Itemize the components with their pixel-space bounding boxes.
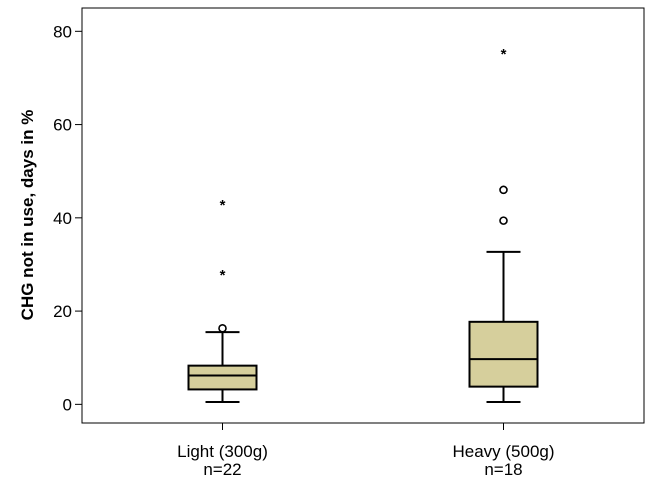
x-axis: Light (300g)n=22 Heavy (500g)n=18 xyxy=(177,423,555,479)
y-tick-label-80: 80 xyxy=(53,22,72,41)
outlier-point-1 xyxy=(218,324,227,333)
extreme-point-1: * xyxy=(501,46,507,63)
y-tick-label-40: 40 xyxy=(53,209,72,228)
extreme-point-1: * xyxy=(220,267,226,284)
outlier-point-1 xyxy=(499,216,508,225)
x-category-n-label-1: n=22 xyxy=(203,460,241,479)
plot-frame xyxy=(81,7,645,424)
y-axis-title: CHG not in use, days in % xyxy=(18,110,37,321)
box-groups: *** xyxy=(187,46,539,404)
box-group-1: ** xyxy=(187,197,258,404)
y-tick-label-20: 20 xyxy=(53,302,72,321)
y-tick-label-60: 60 xyxy=(53,116,72,135)
x-category-label-1: Light (300g) xyxy=(177,442,268,461)
iqr-box xyxy=(187,364,258,391)
extreme-point-2: * xyxy=(220,197,226,214)
x-category-label-2: Heavy (500g) xyxy=(452,442,554,461)
x-category-n-label-2: n=18 xyxy=(484,460,522,479)
box-group-2: * xyxy=(468,46,539,404)
y-tick-label-0: 0 xyxy=(63,395,72,414)
outlier-point-2 xyxy=(499,185,508,195)
iqr-box xyxy=(468,320,539,388)
y-axis: 0 20 40 60 80 xyxy=(53,22,82,414)
